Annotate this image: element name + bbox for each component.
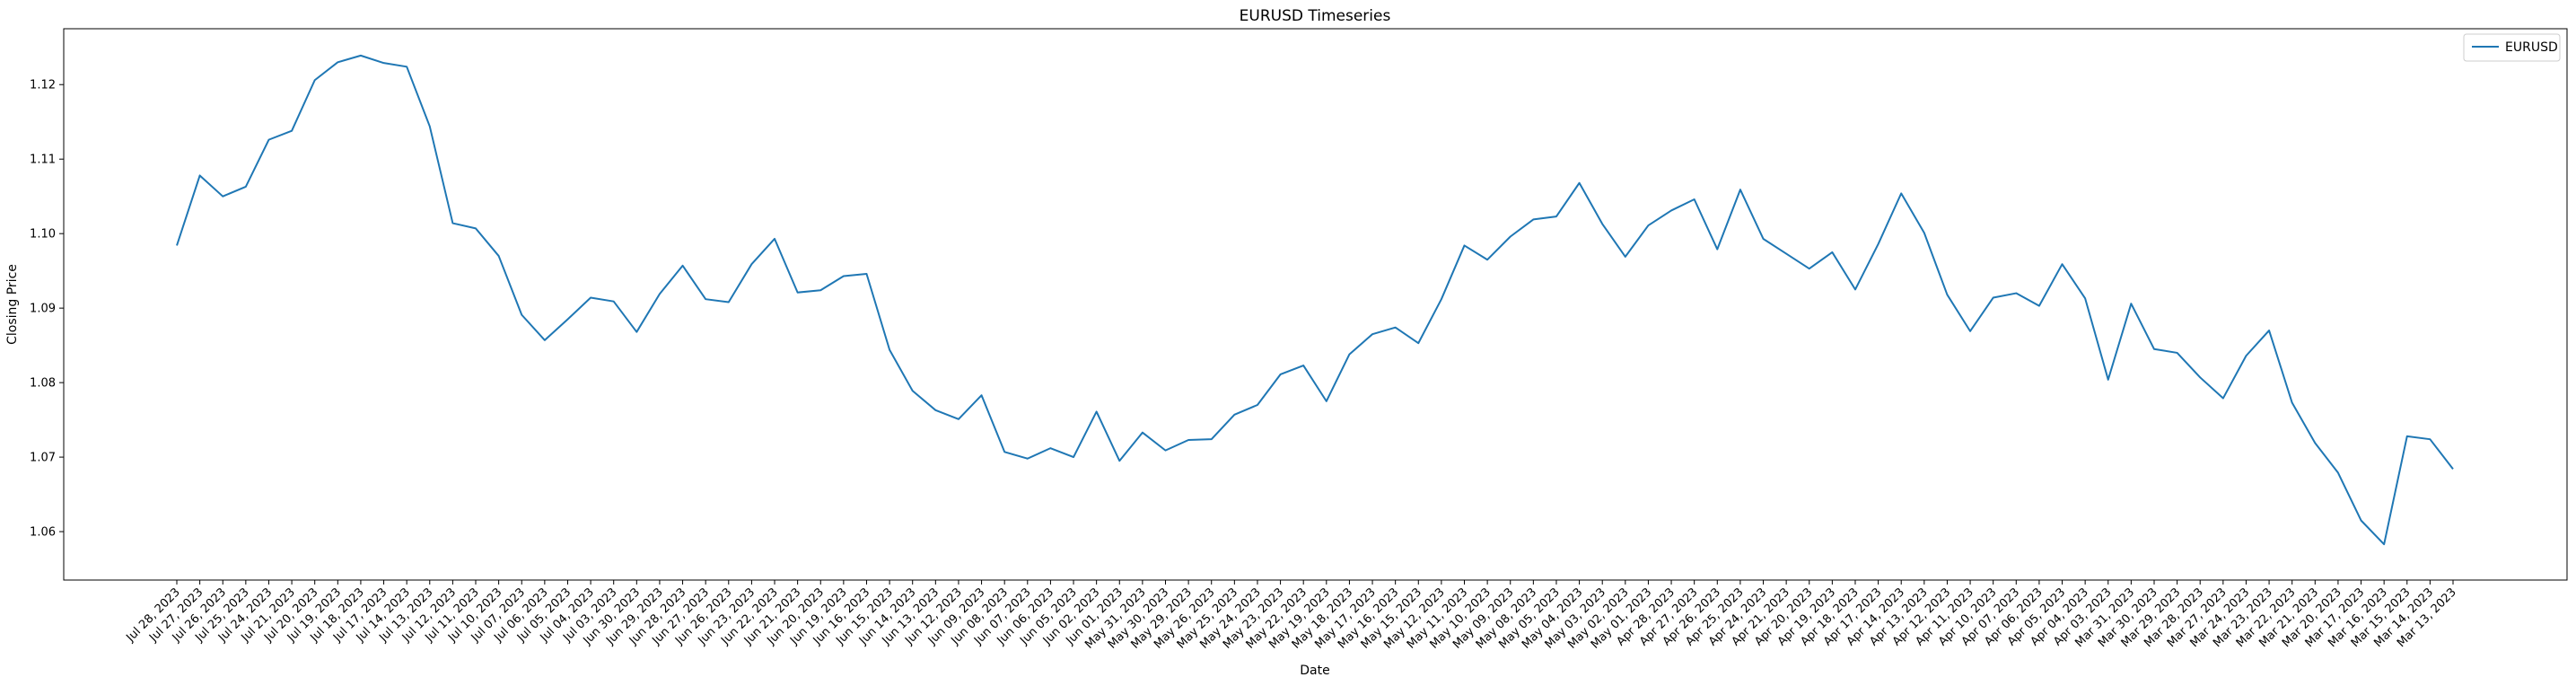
y-axis-label: Closing Price [5, 264, 20, 345]
y-tick-label: 1.10 [30, 228, 56, 242]
y-tick-label: 1.11 [30, 154, 56, 167]
legend-label: EURUSD [2505, 40, 2558, 55]
legend-box [2463, 33, 2561, 62]
y-tick-label: 1.07 [30, 452, 56, 465]
plot-frame [63, 28, 2568, 581]
x-axis-label: Date [1300, 664, 1329, 678]
y-axis-ticks: 1.06 1.07 1.08 1.09 1.10 1.11 1.12 [30, 79, 64, 540]
y-tick-label: 1.06 [30, 526, 56, 540]
series-line-eurusd [176, 54, 2454, 546]
chart-title: EURUSD Timeseries [1240, 7, 1391, 25]
y-tick-label: 1.08 [30, 377, 56, 391]
y-tick-label: 1.12 [30, 79, 56, 92]
y-tick-label: 1.09 [30, 303, 56, 316]
legend: EURUSD [2463, 33, 2561, 62]
